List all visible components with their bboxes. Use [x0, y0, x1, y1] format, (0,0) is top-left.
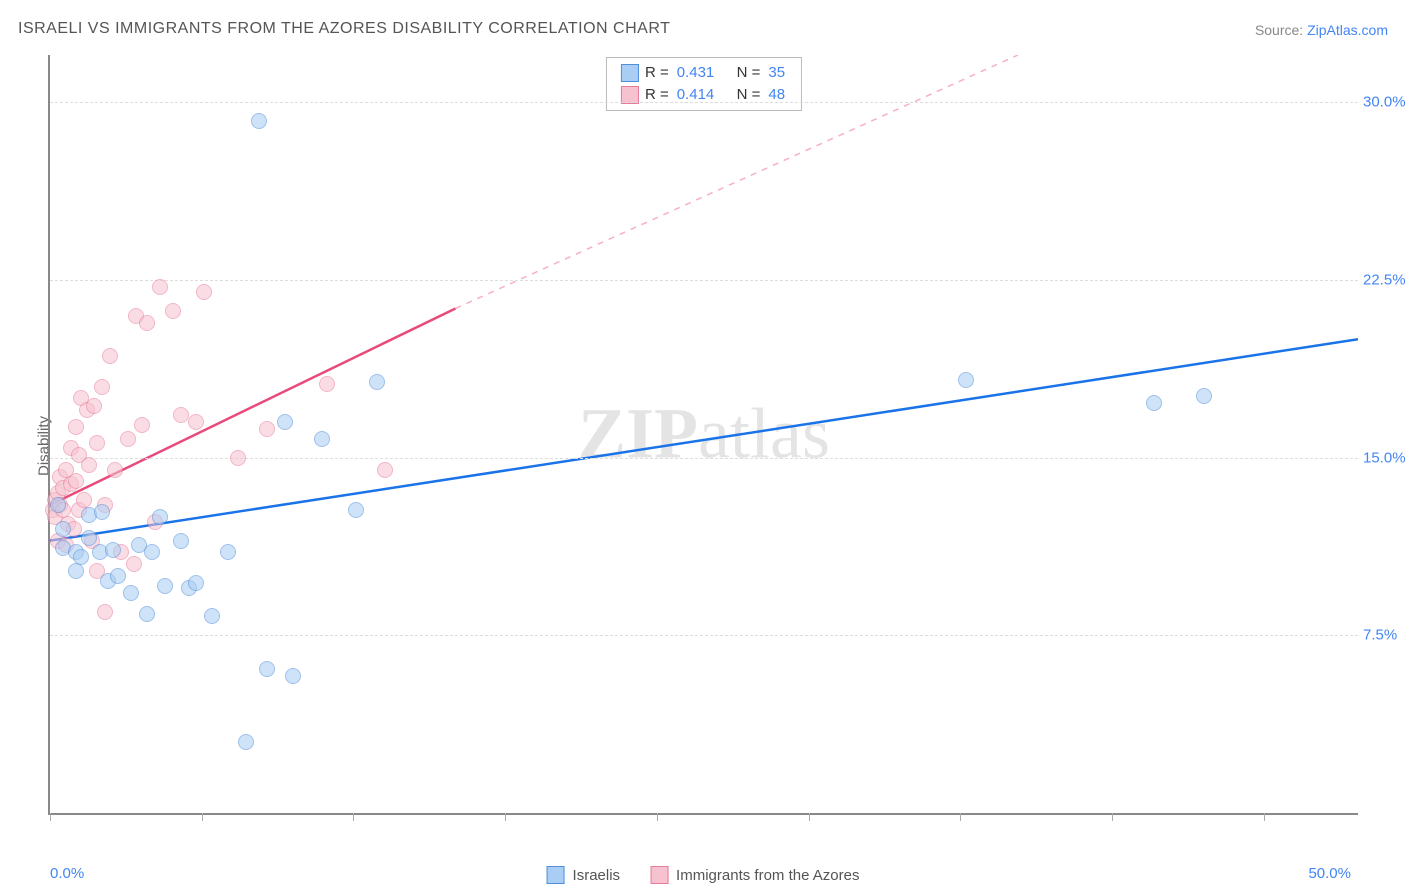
- x-tick-mark: [353, 813, 354, 821]
- data-point: [139, 606, 155, 622]
- data-point: [259, 661, 275, 677]
- x-tick-mark: [809, 813, 810, 821]
- data-point: [173, 533, 189, 549]
- gridline: [50, 102, 1358, 103]
- data-point: [110, 568, 126, 584]
- legend-row-1: R = 0.431 N = 35: [621, 62, 787, 84]
- watermark-rest: atlas: [698, 394, 830, 474]
- data-point: [68, 419, 84, 435]
- swatch-series-2: [621, 86, 639, 104]
- chart-title: ISRAELI VS IMMIGRANTS FROM THE AZORES DI…: [18, 20, 670, 38]
- data-point: [89, 435, 105, 451]
- data-point: [238, 734, 254, 750]
- n-value-1: 35: [766, 62, 787, 84]
- x-tick-mark: [202, 813, 203, 821]
- data-point: [68, 563, 84, 579]
- data-point: [68, 473, 84, 489]
- x-axis-min-label: 0.0%: [50, 865, 84, 882]
- data-point: [165, 303, 181, 319]
- plot-area: ZIPatlas R = 0.431 N = 35 R = 0.414 N = …: [48, 55, 1358, 815]
- y-tick-label: 15.0%: [1363, 449, 1406, 466]
- data-point: [126, 556, 142, 572]
- data-point: [50, 497, 66, 513]
- data-point: [55, 521, 71, 537]
- data-point: [94, 379, 110, 395]
- data-point: [1196, 388, 1212, 404]
- data-point: [81, 457, 97, 473]
- data-point: [73, 549, 89, 565]
- data-point: [196, 284, 212, 300]
- data-point: [230, 450, 246, 466]
- data-point: [94, 504, 110, 520]
- source-link[interactable]: ZipAtlas.com: [1307, 22, 1388, 38]
- data-point: [157, 578, 173, 594]
- r-value-1: 0.431: [675, 62, 717, 84]
- y-tick-label: 22.5%: [1363, 272, 1406, 289]
- data-point: [369, 374, 385, 390]
- x-tick-mark: [1264, 813, 1265, 821]
- swatch-series-1: [621, 64, 639, 82]
- source-label: Source: ZipAtlas.com: [1255, 22, 1388, 38]
- data-point: [314, 431, 330, 447]
- trend-lines-svg: [50, 55, 1358, 813]
- data-point: [958, 372, 974, 388]
- legend-item-1: Israelis: [547, 866, 621, 884]
- source-prefix: Source:: [1255, 22, 1307, 38]
- gridline: [50, 635, 1358, 636]
- n-label-1: N =: [737, 62, 761, 84]
- watermark-bold: ZIP: [578, 394, 698, 474]
- x-tick-mark: [960, 813, 961, 821]
- swatch-bottom-1: [547, 866, 565, 884]
- watermark: ZIPatlas: [578, 393, 830, 476]
- x-tick-mark: [50, 813, 51, 821]
- x-tick-mark: [657, 813, 658, 821]
- x-tick-mark: [505, 813, 506, 821]
- data-point: [188, 414, 204, 430]
- series-2-label: Immigrants from the Azores: [676, 867, 859, 884]
- data-point: [134, 417, 150, 433]
- data-point: [173, 407, 189, 423]
- swatch-bottom-2: [650, 866, 668, 884]
- data-point: [1146, 395, 1162, 411]
- data-point: [144, 544, 160, 560]
- series-1-label: Israelis: [573, 867, 621, 884]
- data-point: [86, 398, 102, 414]
- data-point: [377, 462, 393, 478]
- data-point: [259, 421, 275, 437]
- data-point: [139, 315, 155, 331]
- data-point: [188, 575, 204, 591]
- data-point: [81, 530, 97, 546]
- data-point: [251, 113, 267, 129]
- data-point: [319, 376, 335, 392]
- data-point: [123, 585, 139, 601]
- legend-item-2: Immigrants from the Azores: [650, 866, 859, 884]
- x-axis-max-label: 50.0%: [1308, 865, 1351, 882]
- data-point: [102, 348, 118, 364]
- data-point: [285, 668, 301, 684]
- data-point: [204, 608, 220, 624]
- data-point: [97, 604, 113, 620]
- y-tick-label: 30.0%: [1363, 94, 1406, 111]
- data-point: [105, 542, 121, 558]
- trend-line: [50, 339, 1358, 540]
- data-point: [152, 279, 168, 295]
- data-point: [152, 509, 168, 525]
- series-legend: Israelis Immigrants from the Azores: [547, 866, 860, 884]
- r-label-1: R =: [645, 62, 669, 84]
- data-point: [120, 431, 136, 447]
- gridline: [50, 280, 1358, 281]
- x-tick-mark: [1112, 813, 1113, 821]
- data-point: [107, 462, 123, 478]
- data-point: [277, 414, 293, 430]
- data-point: [220, 544, 236, 560]
- y-tick-label: 7.5%: [1363, 627, 1406, 644]
- data-point: [348, 502, 364, 518]
